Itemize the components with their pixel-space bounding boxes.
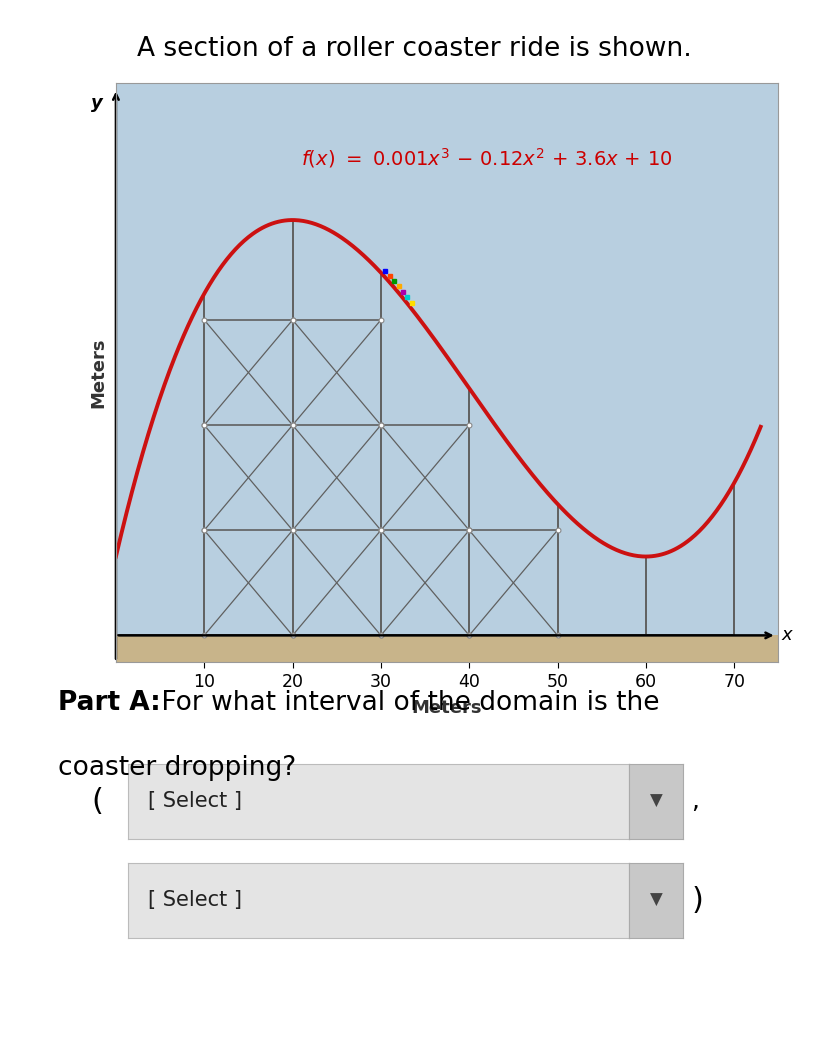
Text: A section of a roller coaster ride is shown.: A section of a roller coaster ride is sh… [136,36,691,63]
Text: $\mathit{f}$$(x)$ $=$ $0.001x^3$ $-$ $0.12x^2$ $+$ $3.6x$ $+$ $10$: $\mathit{f}$$(x)$ $=$ $0.001x^3$ $-$ $0.… [301,147,672,170]
Text: ▼: ▼ [649,891,662,910]
Text: ,: , [691,789,699,814]
Text: [ Select ]: [ Select ] [148,791,242,812]
Text: ▼: ▼ [649,792,662,811]
Text: ): ) [691,886,702,915]
Text: [ Select ]: [ Select ] [148,890,242,911]
Text: x: x [780,626,791,644]
Y-axis label: Meters: Meters [89,338,108,407]
Text: y: y [91,94,103,111]
Text: (: ( [92,787,103,816]
Text: For what interval of the domain is the: For what interval of the domain is the [153,690,659,716]
Text: coaster dropping?: coaster dropping? [58,755,296,782]
Text: Part A:: Part A: [58,690,160,716]
Bar [116,636,777,662]
X-axis label: Meters: Meters [411,699,482,717]
